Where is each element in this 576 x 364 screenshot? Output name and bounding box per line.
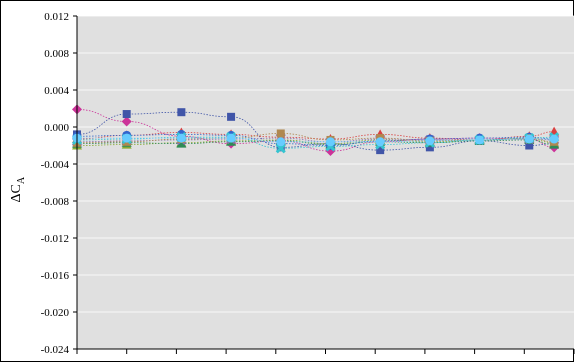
y-tick-label: 0.008: [44, 48, 69, 60]
y-axis-title-subscript: A: [16, 176, 27, 184]
data-point: [276, 129, 285, 138]
y-tick-label: 0.012: [44, 11, 69, 23]
data-point: [524, 134, 534, 144]
y-tick-label: 0.004: [44, 85, 69, 97]
data-point: [227, 112, 236, 121]
data-point: [376, 146, 385, 155]
y-tick-label: -0.016: [41, 270, 70, 282]
data-point: [475, 135, 485, 145]
y-tick-label: -0.004: [41, 159, 70, 171]
series-layer: [71, 104, 560, 157]
data-point: [525, 141, 534, 150]
plot-area: [77, 16, 574, 349]
y-axis-label: ΔCA: [9, 176, 27, 202]
data-point: [177, 108, 186, 117]
axes: 0.012 0.008 0.004 0.000 -0.004 -0.008 -0.012 -0…: [41, 11, 575, 356]
data-point: [176, 138, 187, 148]
y-axis-title: ΔCA: [9, 176, 27, 202]
series-line: [76, 133, 555, 146]
y-tick-label: -0.020: [41, 307, 70, 319]
y-tick-label: -0.012: [41, 233, 69, 245]
y-tick-label: -0.024: [41, 344, 70, 356]
y-tick-label: -0.008: [41, 196, 70, 208]
data-point: [122, 110, 131, 119]
data-point: [121, 116, 132, 127]
series-line: [76, 109, 555, 152]
data-point: [226, 133, 236, 143]
data-point: [276, 137, 286, 147]
data-point: [549, 134, 559, 144]
data-point: [425, 143, 434, 152]
series-9: [72, 133, 559, 147]
data-point: [325, 137, 335, 147]
y-tick-label: 0.000: [44, 122, 69, 134]
data-point: [375, 137, 385, 147]
y-axis-title-main: ΔC: [9, 184, 24, 202]
data-point: [275, 143, 286, 154]
data-point: [425, 136, 435, 146]
data-point: [122, 133, 132, 143]
data-point: [176, 133, 186, 143]
